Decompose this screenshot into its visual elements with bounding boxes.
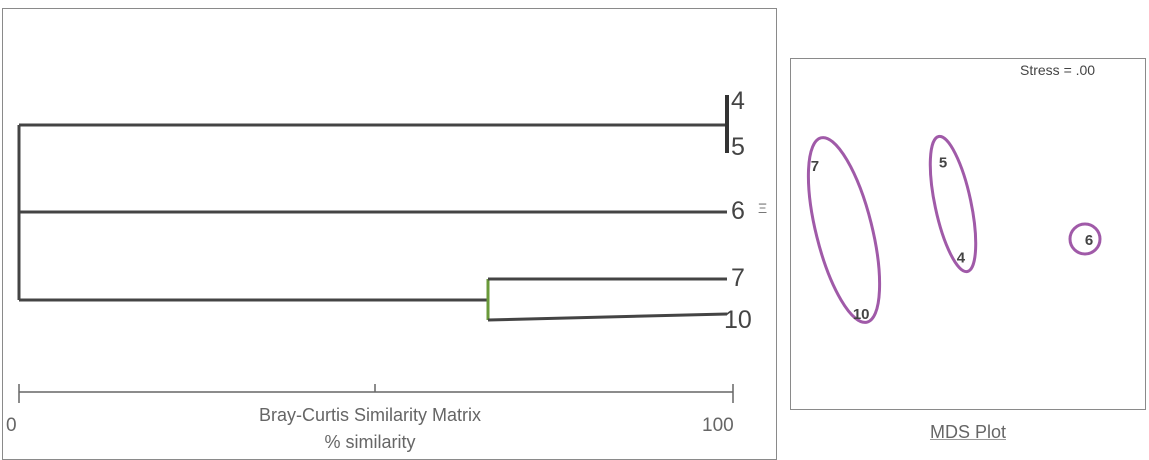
mds-plot-panel: [790, 58, 1146, 410]
mds-point-label-5: 5: [939, 155, 947, 172]
branch-10: [487, 312, 728, 322]
axis-title: Bray-Curtis Similarity Matrix: [258, 405, 481, 425]
stress-value: Stress = .00: [1020, 62, 1096, 78]
mds-caption-text: MDS Plot: [929, 422, 1007, 442]
leaf-label-6: 6: [731, 197, 745, 225]
leaf-6-annotation: Ξ: [758, 200, 768, 216]
mds-group-7-10: [806, 136, 882, 324]
axis-tick-label-100: 100: [702, 415, 734, 436]
leaf-label-4: 4: [731, 87, 745, 115]
mds-group-5-4: [928, 134, 978, 274]
leaf-label-7: 7: [731, 264, 745, 292]
axis-tick-label-0: 0: [6, 415, 17, 436]
leaf-label-5: 5: [731, 133, 745, 161]
mds-caption: MDS Plot: [790, 422, 1146, 443]
mds-point-label-10: 10: [853, 306, 870, 323]
mds-point-label-4: 4: [957, 250, 966, 267]
mds-point-label-7: 7: [811, 158, 819, 175]
axis-subtitle: % similarity: [324, 432, 416, 452]
mds-point-label-6: 6: [1085, 232, 1093, 249]
mds-group-6: [1068, 222, 1102, 256]
leaf-label-10: 10: [724, 306, 752, 334]
